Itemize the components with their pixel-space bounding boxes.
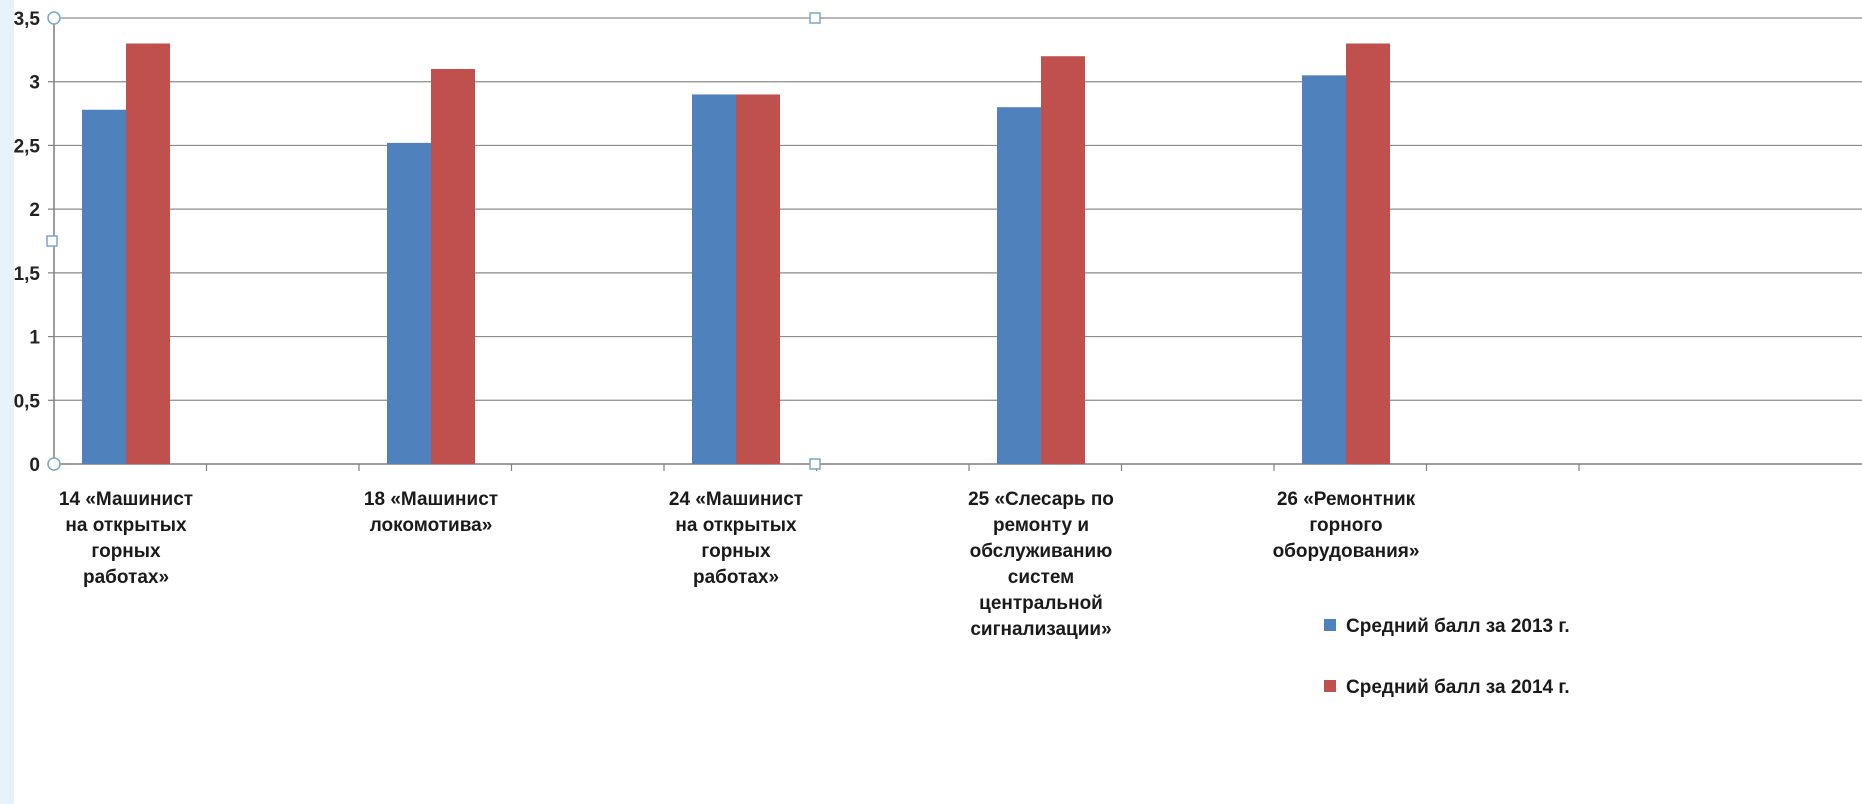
bar-2013: [997, 107, 1041, 464]
category-labels: 14 «Машинист на открытых горных работах» 18 …: [59, 489, 1420, 640]
category-label: оборудования»: [1273, 541, 1420, 562]
bar-2013: [1302, 75, 1346, 464]
category-label: обслуживанию: [970, 541, 1113, 562]
legend-label: Средний балл за 2013 г.: [1346, 616, 1570, 637]
y-tick-label: 0,5: [14, 391, 40, 412]
category-label: работах»: [83, 567, 169, 588]
bar-2014: [1041, 56, 1085, 464]
bar-2013: [387, 143, 431, 464]
resize-handle: [47, 236, 57, 246]
category-label: 14 «Машинист: [59, 489, 193, 510]
gridlines: [54, 18, 1862, 464]
y-tick-labels: 0 0,5 1 1,5 2 2,5 3 3,5: [14, 9, 40, 476]
resize-handle: [810, 459, 820, 469]
category-label: 18 «Машинист: [364, 489, 498, 510]
bar-2013: [692, 94, 736, 464]
y-tick-label: 2,5: [14, 136, 40, 157]
category-label: ремонту и: [993, 515, 1089, 536]
category-label: центральной: [979, 593, 1103, 614]
category-label: сигнализации»: [970, 619, 1111, 640]
category-label: работах»: [693, 567, 779, 588]
bars: [82, 43, 1390, 464]
legend-swatch-2013: [1324, 619, 1336, 631]
legend: Средний балл за 2013 г. Средний балл за 2…: [1324, 616, 1570, 698]
y-tick-label: 3,5: [14, 9, 40, 30]
y-tick-label: 1: [29, 328, 40, 349]
legend-label: Средний балл за 2014 г.: [1346, 677, 1570, 698]
resize-handle: [810, 13, 820, 23]
category-label: 26 «Ремонтник: [1277, 489, 1416, 510]
category-label: на открытых: [65, 515, 187, 536]
bar-2014: [736, 94, 780, 464]
category-label: 25 «Слесарь по: [968, 489, 1114, 510]
category-label: 24 «Машинист: [669, 489, 803, 510]
resize-handle: [48, 458, 60, 470]
category-label: горных: [701, 541, 771, 562]
category-label: горного: [1309, 515, 1382, 536]
legend-swatch-2014: [1324, 680, 1336, 692]
y-tick-label: 0: [29, 455, 40, 476]
category-label: систем: [1008, 567, 1075, 588]
bar-2014: [1346, 43, 1390, 464]
bar-2013: [82, 110, 126, 464]
category-label: на открытых: [675, 515, 797, 536]
category-label: локомотива»: [370, 515, 493, 536]
y-tick-label: 3: [29, 73, 40, 94]
chart-area: 0 0,5 1 1,5 2 2,5 3 3,5 14 «Машинист на открытых…: [14, 0, 1862, 804]
y-tick-label: 1,5: [14, 264, 40, 285]
bar-2014: [126, 43, 170, 464]
resize-handle: [48, 12, 60, 24]
bar-2014: [431, 69, 475, 464]
category-label: горных: [91, 541, 161, 562]
bar-chart: 0 0,5 1 1,5 2 2,5 3 3,5 14 «Машинист на открытых…: [14, 0, 1862, 804]
y-tick-label: 2: [29, 200, 40, 221]
